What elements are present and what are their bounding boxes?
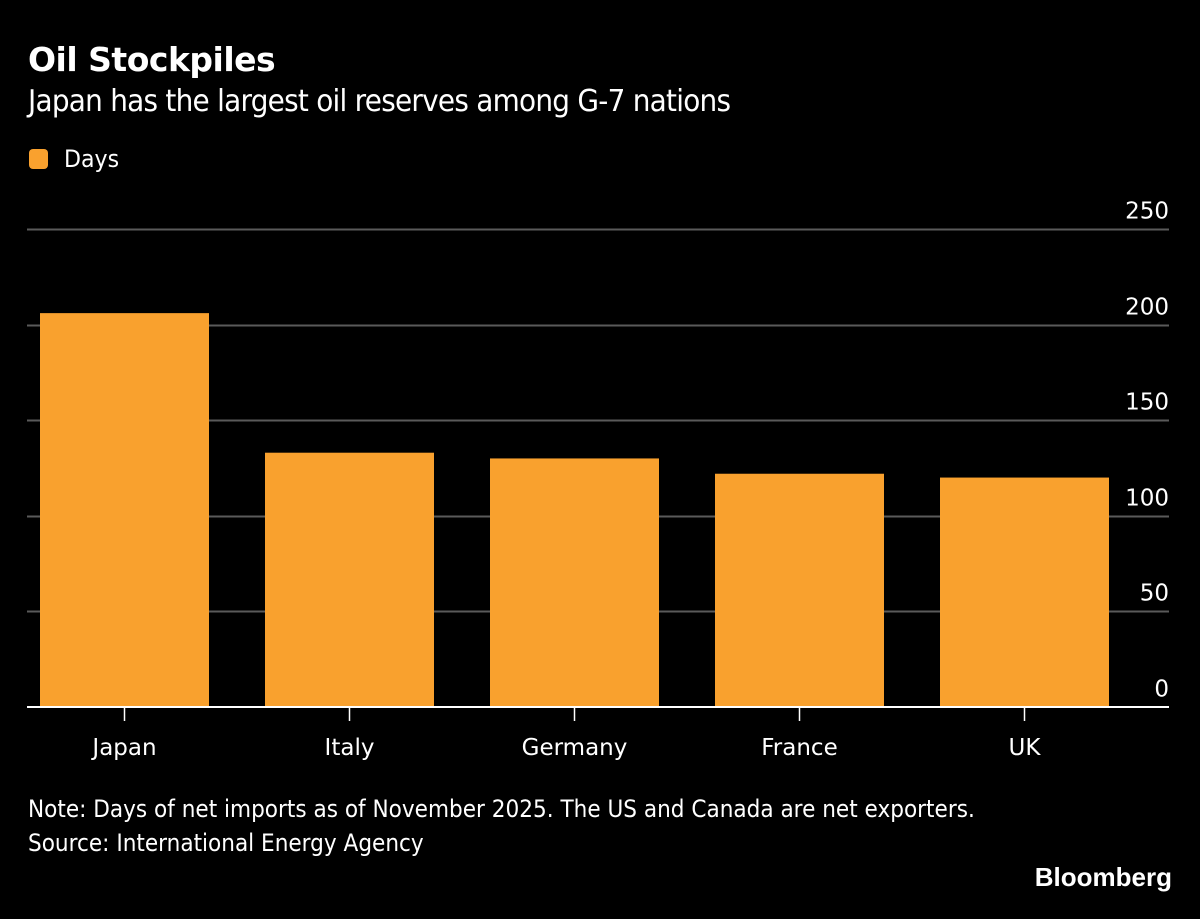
x-tick-label: France <box>761 735 837 761</box>
y-axis-tick-labels: 0 50 100 150 200 250 <box>1125 199 1169 703</box>
legend-swatch-days <box>29 149 48 169</box>
bar-uk <box>940 477 1109 707</box>
y-tick-label: 50 <box>1140 581 1169 607</box>
x-tick-label: Japan <box>90 735 156 761</box>
legend: Days <box>29 145 124 173</box>
bar-france <box>715 473 884 707</box>
source-note: Source: International Energy Agency <box>28 829 424 857</box>
bloomberg-logo: Bloomberg <box>1034 862 1172 892</box>
legend-label-days: Days <box>64 145 120 173</box>
y-tick-label: 250 <box>1125 199 1169 225</box>
footnote: Note: Days of net imports as of November… <box>28 795 975 823</box>
x-tick-label: UK <box>1009 735 1042 761</box>
chart-title: Oil Stockpiles <box>28 40 276 79</box>
x-tick-label: Italy <box>325 735 375 761</box>
bars <box>40 313 1109 707</box>
bar-germany <box>490 458 659 707</box>
y-tick-label: 200 <box>1125 295 1169 321</box>
chart-subtitle: Japan has the largest oil reserves among… <box>28 84 731 119</box>
bar-italy <box>265 452 434 707</box>
y-tick-label: 150 <box>1125 390 1169 416</box>
x-axis-tick-labels: Japan Italy Germany France UK <box>90 735 1041 761</box>
x-tick-label: Germany <box>522 735 628 761</box>
bar-japan <box>40 313 209 707</box>
y-tick-label: 0 <box>1154 677 1169 703</box>
x-axis <box>27 706 1169 721</box>
y-tick-label: 100 <box>1125 486 1169 512</box>
